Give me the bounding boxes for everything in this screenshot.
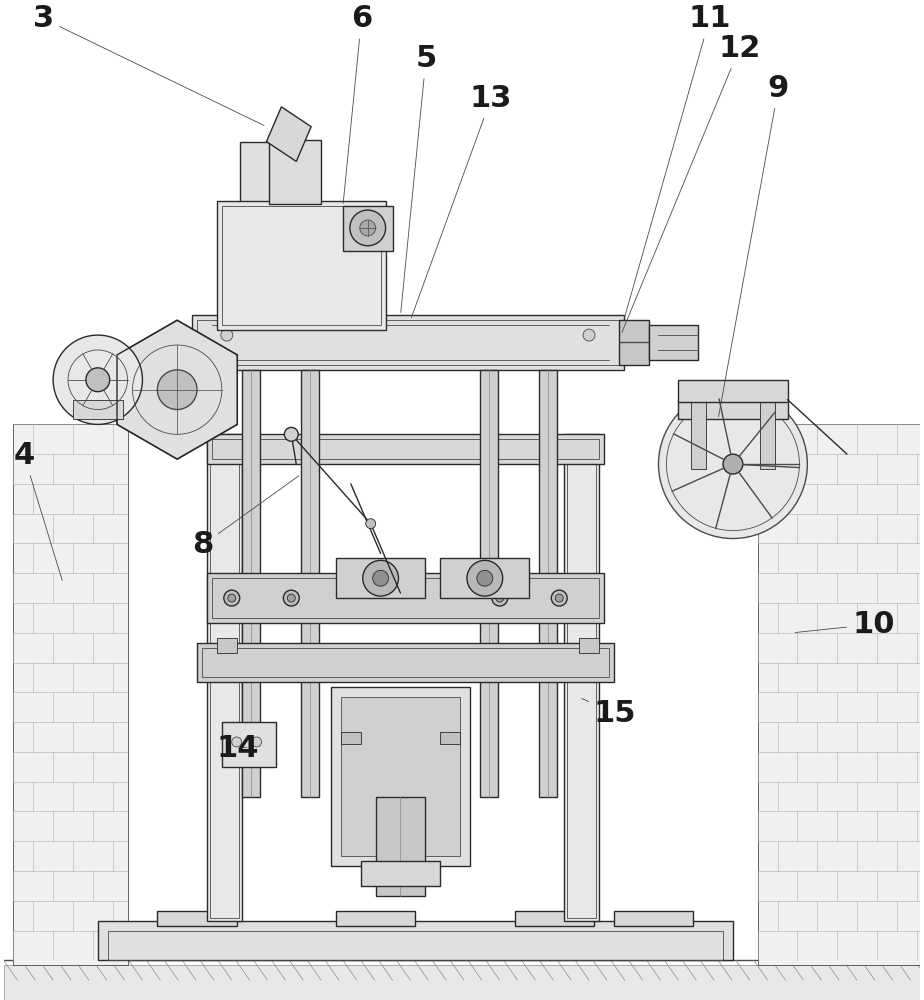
Circle shape — [228, 594, 236, 602]
Bar — [565, 434, 599, 921]
Circle shape — [363, 560, 398, 596]
Bar — [758, 424, 920, 965]
Text: 6: 6 — [343, 4, 372, 203]
Bar — [691, 400, 706, 469]
Circle shape — [372, 570, 389, 586]
Bar — [301, 370, 319, 797]
Circle shape — [54, 335, 142, 424]
Bar — [336, 558, 425, 598]
Text: 13: 13 — [411, 84, 512, 318]
Circle shape — [659, 390, 808, 539]
Text: 9: 9 — [719, 74, 789, 417]
Text: 10: 10 — [796, 610, 894, 639]
Circle shape — [555, 594, 564, 602]
Bar — [192, 315, 624, 370]
Bar — [207, 434, 242, 921]
Bar — [440, 732, 460, 744]
Bar — [341, 697, 460, 856]
Bar — [336, 911, 416, 926]
Circle shape — [350, 210, 385, 246]
Text: 15: 15 — [581, 698, 637, 728]
Bar — [614, 911, 693, 926]
Bar — [207, 573, 604, 623]
Circle shape — [552, 590, 567, 606]
Bar — [207, 434, 604, 464]
Bar — [222, 206, 381, 325]
Circle shape — [366, 519, 376, 529]
Bar — [239, 221, 319, 261]
Circle shape — [221, 329, 233, 341]
Bar — [360, 861, 440, 886]
Text: 12: 12 — [622, 34, 760, 333]
Bar — [567, 437, 596, 918]
Bar — [242, 370, 260, 797]
Bar — [197, 643, 614, 682]
Bar — [540, 370, 557, 797]
Bar — [341, 732, 360, 744]
Circle shape — [496, 594, 504, 602]
Bar — [212, 439, 599, 459]
Circle shape — [583, 329, 595, 341]
Bar — [619, 320, 649, 365]
Bar — [197, 320, 619, 365]
Bar — [14, 424, 128, 965]
Circle shape — [224, 590, 239, 606]
Bar — [217, 201, 385, 330]
Bar — [270, 140, 321, 204]
Bar — [73, 400, 123, 419]
Circle shape — [284, 590, 299, 606]
Bar — [331, 687, 470, 866]
Bar — [157, 911, 237, 926]
Bar — [222, 722, 276, 767]
Circle shape — [287, 594, 296, 602]
Bar — [649, 325, 699, 360]
Bar — [760, 400, 774, 469]
Circle shape — [232, 737, 242, 747]
Text: 5: 5 — [401, 44, 437, 312]
Bar — [212, 578, 599, 618]
Circle shape — [477, 570, 492, 586]
Bar — [678, 380, 787, 402]
Bar — [678, 400, 787, 419]
Bar — [210, 437, 238, 918]
Bar — [4, 965, 920, 1000]
Text: 4: 4 — [14, 441, 62, 581]
Bar — [202, 648, 609, 677]
Circle shape — [285, 427, 298, 441]
Text: 8: 8 — [192, 476, 299, 559]
Text: 11: 11 — [625, 4, 731, 318]
Bar — [376, 797, 425, 896]
Bar — [480, 370, 498, 797]
Text: 14: 14 — [217, 734, 260, 763]
Circle shape — [86, 368, 110, 392]
Circle shape — [492, 590, 507, 606]
Bar — [579, 638, 599, 653]
Bar — [239, 142, 319, 221]
Polygon shape — [117, 320, 237, 459]
Bar — [343, 206, 393, 251]
Bar — [515, 911, 594, 926]
Circle shape — [251, 737, 261, 747]
Circle shape — [723, 454, 743, 474]
Bar — [440, 558, 529, 598]
Polygon shape — [266, 107, 311, 161]
Bar — [217, 638, 237, 653]
Bar — [108, 931, 723, 960]
Text: 3: 3 — [33, 4, 264, 125]
Circle shape — [157, 370, 197, 410]
Circle shape — [359, 220, 376, 236]
Circle shape — [467, 560, 503, 596]
Bar — [98, 921, 733, 960]
